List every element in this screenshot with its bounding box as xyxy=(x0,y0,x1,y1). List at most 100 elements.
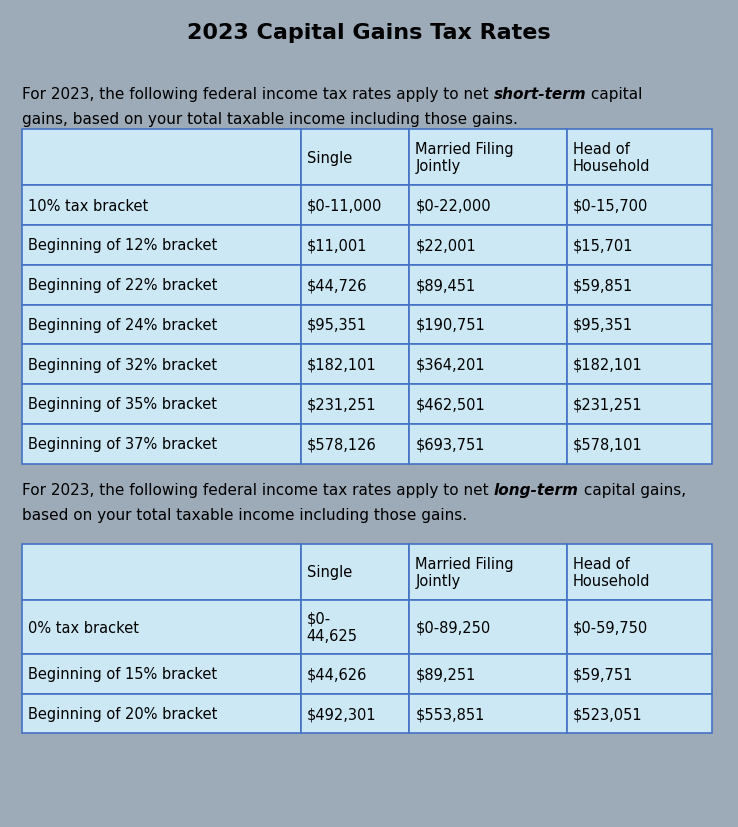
Bar xyxy=(300,345,410,385)
Text: $89,251: $89,251 xyxy=(415,667,476,681)
Bar xyxy=(300,600,410,654)
Text: Head of
Household: Head of Household xyxy=(573,141,650,174)
Text: $0-89,250: $0-89,250 xyxy=(415,619,491,635)
Bar xyxy=(22,265,300,305)
Text: long-term: long-term xyxy=(494,482,579,497)
Text: 10% tax bracket: 10% tax bracket xyxy=(28,198,148,213)
Bar xyxy=(410,654,567,694)
Text: $523,051: $523,051 xyxy=(573,706,642,721)
Text: gains, based on your total taxable income including those gains.: gains, based on your total taxable incom… xyxy=(22,112,518,127)
Bar xyxy=(410,385,567,424)
Text: Single: Single xyxy=(306,565,352,580)
Bar xyxy=(300,186,410,226)
Text: Beginning of 32% bracket: Beginning of 32% bracket xyxy=(28,357,217,372)
Text: $0-
44,625: $0- 44,625 xyxy=(306,611,358,643)
Text: $364,201: $364,201 xyxy=(415,357,485,372)
Bar xyxy=(410,600,567,654)
Bar xyxy=(22,385,300,424)
Bar xyxy=(567,305,712,345)
Text: Beginning of 15% bracket: Beginning of 15% bracket xyxy=(28,667,217,681)
Bar xyxy=(410,694,567,734)
Text: $95,351: $95,351 xyxy=(573,318,632,332)
Text: $0-15,700: $0-15,700 xyxy=(573,198,648,213)
Bar xyxy=(567,600,712,654)
Bar xyxy=(567,345,712,385)
Bar xyxy=(410,186,567,226)
Text: $44,626: $44,626 xyxy=(306,667,367,681)
Text: $578,126: $578,126 xyxy=(306,437,376,452)
Bar xyxy=(22,305,300,345)
Text: $0-22,000: $0-22,000 xyxy=(415,198,491,213)
Text: Beginning of 22% bracket: Beginning of 22% bracket xyxy=(28,278,218,293)
Bar xyxy=(300,694,410,734)
Bar xyxy=(22,226,300,265)
Text: $0-59,750: $0-59,750 xyxy=(573,619,648,635)
Bar xyxy=(410,305,567,345)
Bar xyxy=(22,186,300,226)
Bar xyxy=(22,694,300,734)
Bar xyxy=(300,265,410,305)
Bar xyxy=(300,424,410,464)
Text: For 2023, the following federal income tax rates apply to net: For 2023, the following federal income t… xyxy=(22,482,494,497)
Text: $578,101: $578,101 xyxy=(573,437,642,452)
Text: $462,501: $462,501 xyxy=(415,397,485,412)
Bar xyxy=(567,544,712,600)
Text: $11,001: $11,001 xyxy=(306,238,367,253)
Bar xyxy=(410,544,567,600)
Bar xyxy=(22,600,300,654)
Bar xyxy=(300,226,410,265)
Text: Single: Single xyxy=(306,151,352,165)
Text: Married Filing
Jointly: Married Filing Jointly xyxy=(415,141,514,174)
Bar xyxy=(300,544,410,600)
Text: Beginning of 20% bracket: Beginning of 20% bracket xyxy=(28,706,218,721)
Bar xyxy=(567,694,712,734)
Text: Head of
Household: Head of Household xyxy=(573,556,650,589)
Text: $95,351: $95,351 xyxy=(306,318,367,332)
Text: capital: capital xyxy=(586,87,643,102)
Bar xyxy=(567,226,712,265)
Text: $0-11,000: $0-11,000 xyxy=(306,198,382,213)
Bar xyxy=(300,385,410,424)
Text: $59,751: $59,751 xyxy=(573,667,633,681)
Text: Beginning of 37% bracket: Beginning of 37% bracket xyxy=(28,437,217,452)
Bar xyxy=(567,424,712,464)
Bar xyxy=(300,130,410,186)
Text: based on your total taxable income including those gains.: based on your total taxable income inclu… xyxy=(22,507,467,522)
Text: $231,251: $231,251 xyxy=(306,397,376,412)
Bar xyxy=(567,385,712,424)
Bar xyxy=(567,186,712,226)
Text: Beginning of 24% bracket: Beginning of 24% bracket xyxy=(28,318,217,332)
Text: $59,851: $59,851 xyxy=(573,278,632,293)
Text: $44,726: $44,726 xyxy=(306,278,367,293)
Text: $22,001: $22,001 xyxy=(415,238,476,253)
Text: short-term: short-term xyxy=(494,87,586,102)
Bar xyxy=(567,265,712,305)
Bar xyxy=(410,424,567,464)
Text: Beginning of 12% bracket: Beginning of 12% bracket xyxy=(28,238,217,253)
Text: $15,701: $15,701 xyxy=(573,238,633,253)
Bar xyxy=(567,654,712,694)
Bar xyxy=(22,345,300,385)
Bar xyxy=(300,305,410,345)
Bar xyxy=(410,345,567,385)
Text: $693,751: $693,751 xyxy=(415,437,485,452)
Bar xyxy=(410,226,567,265)
Bar xyxy=(300,654,410,694)
Text: $182,101: $182,101 xyxy=(306,357,376,372)
Text: 0% tax bracket: 0% tax bracket xyxy=(28,619,139,635)
Bar xyxy=(22,130,300,186)
Bar xyxy=(22,544,300,600)
Text: $89,451: $89,451 xyxy=(415,278,475,293)
Bar xyxy=(410,265,567,305)
Text: 2023 Capital Gains Tax Rates: 2023 Capital Gains Tax Rates xyxy=(187,23,551,43)
Text: $182,101: $182,101 xyxy=(573,357,642,372)
Bar xyxy=(567,130,712,186)
Text: Married Filing
Jointly: Married Filing Jointly xyxy=(415,556,514,589)
Bar xyxy=(410,130,567,186)
Text: For 2023, the following federal income tax rates apply to net: For 2023, the following federal income t… xyxy=(22,87,494,102)
Text: $190,751: $190,751 xyxy=(415,318,485,332)
Text: $231,251: $231,251 xyxy=(573,397,642,412)
Text: $492,301: $492,301 xyxy=(306,706,376,721)
Text: $553,851: $553,851 xyxy=(415,706,485,721)
Text: capital gains,: capital gains, xyxy=(579,482,686,497)
